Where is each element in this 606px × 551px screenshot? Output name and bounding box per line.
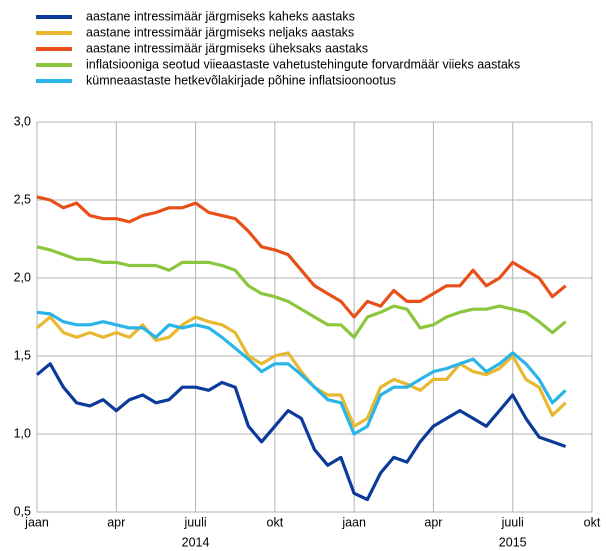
plot-frame	[36, 121, 593, 513]
x-tick-label: okt	[267, 515, 284, 529]
x-tick-label: jaan	[24, 515, 49, 529]
legend-label: aastane intressimäär järgmiseks kaheks a…	[86, 9, 355, 23]
series-line	[35, 362, 567, 502]
series-line	[36, 310, 567, 436]
y-tick-label: 1,0	[14, 426, 31, 440]
series-line	[36, 195, 567, 319]
x-tick-label: juuli	[501, 515, 524, 529]
x-tick-label: apr	[424, 515, 442, 529]
y-tick-label: 1,5	[14, 348, 31, 362]
y-tick-label: 0,5	[14, 504, 31, 518]
x-group-label: 2015	[499, 535, 527, 549]
y-tick-label: 2,0	[14, 270, 31, 284]
x-tick-label: jaan	[341, 515, 366, 529]
legend-label: inflatsiooniga seotud viieaastaste vahet…	[86, 57, 520, 71]
y-tick-label: 3,0	[14, 114, 31, 128]
x-tick-label: juuli	[183, 515, 206, 529]
x-group-label: 2014	[182, 535, 210, 549]
legend-label: aastane intressimäär järgmiseks üheksaks…	[86, 41, 368, 55]
legend-label: aastane intressimäär järgmiseks neljaks …	[86, 25, 354, 39]
series-line	[36, 245, 567, 339]
x-tick-label: okt	[584, 515, 601, 529]
x-tick-label: apr	[107, 515, 125, 529]
legend-label: kümneaastaste hetkevõlakirjade põhine in…	[86, 73, 396, 87]
y-tick-label: 2,5	[14, 192, 31, 206]
series-line	[35, 315, 567, 428]
